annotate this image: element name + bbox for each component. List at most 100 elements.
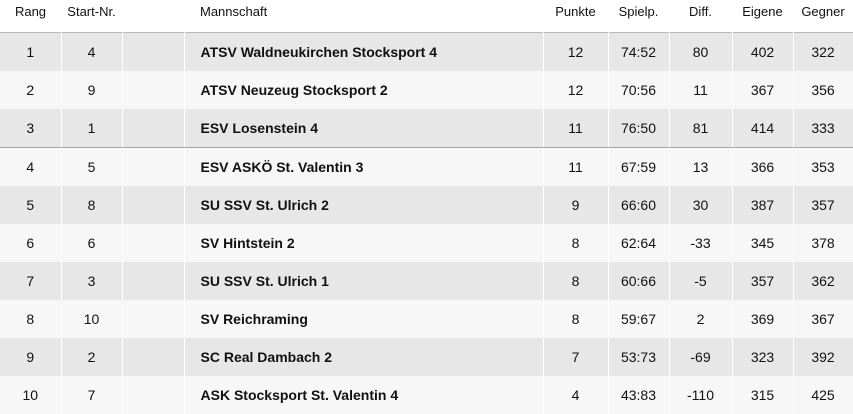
header-start-number: Start-Nr.: [67, 4, 116, 19]
cell-team: ASK Stocksport St. Valentin 4: [184, 376, 544, 414]
cell-diff: 2: [669, 300, 733, 338]
cell-spacer: [122, 186, 185, 224]
cell-own: 345: [732, 224, 794, 262]
table-row: 7 3 SU SSV St. Ulrich 1 8 60:66 -5 357 362: [0, 262, 853, 300]
cell-team: SV Reichraming: [184, 300, 544, 338]
cell-diff: 11: [669, 71, 733, 109]
cell-rank: 10: [0, 376, 62, 414]
cell-opponent: 322: [793, 32, 853, 71]
cell-start-number: 8: [61, 186, 123, 224]
cell-own: 414: [732, 109, 794, 148]
cell-spacer: [122, 300, 185, 338]
cell-diff: -5: [669, 262, 733, 300]
table-row: 2 9 ATSV Neuzeug Stocksport 2 12 70:56 11 367 3…: [0, 71, 853, 109]
cell-diff: 81: [669, 109, 733, 148]
cell-team: SU SSV St. Ulrich 1: [184, 262, 544, 300]
header-own: Eigene: [742, 4, 783, 19]
cell-rank: 3: [0, 109, 62, 148]
cell-diff: -69: [669, 338, 733, 376]
cell-games: 66:60: [608, 186, 670, 224]
cell-points: 8: [543, 224, 609, 262]
cell-spacer: [122, 376, 185, 414]
header-points: Punkte: [555, 4, 596, 19]
header-row: Rang Start-Nr. Mannschaft Punkte Spielp.…: [0, 0, 853, 33]
cell-diff: 80: [669, 32, 733, 71]
table-row: 8 10 SV Reichraming 8 59:67 2 369 367: [0, 300, 853, 338]
cell-games: 76:50: [608, 109, 670, 148]
cell-games: 60:66: [608, 262, 670, 300]
cell-points: 9: [543, 186, 609, 224]
cell-rank: 5: [0, 186, 62, 224]
cell-opponent: 362: [793, 262, 853, 300]
cell-spacer: [122, 338, 185, 376]
cell-own: 357: [732, 262, 794, 300]
cell-start-number: 5: [61, 147, 123, 186]
cell-points: 12: [543, 32, 609, 71]
cell-spacer: [122, 32, 185, 71]
table-row: 9 2 SC Real Dambach 2 7 53:73 -69 323 392: [0, 338, 853, 376]
cell-games: 67:59: [608, 147, 670, 186]
cell-diff: -110: [669, 376, 733, 414]
cell-opponent: 357: [793, 186, 853, 224]
cell-games: 53:73: [608, 338, 670, 376]
cell-points: 7: [543, 338, 609, 376]
cell-start-number: 2: [61, 338, 123, 376]
table-row: 1 4 ATSV Waldneukirchen Stocksport 4 12 74:5…: [0, 32, 853, 71]
cell-rank: 7: [0, 262, 62, 300]
cell-team: ESV Losenstein 4: [184, 109, 544, 148]
cell-spacer: [122, 224, 185, 262]
cell-start-number: 10: [61, 300, 123, 338]
cell-team: SU SSV St. Ulrich 2: [184, 186, 544, 224]
cell-spacer: [122, 147, 185, 186]
cell-spacer: [122, 109, 185, 148]
cell-own: 369: [732, 300, 794, 338]
cell-diff: 13: [669, 147, 733, 186]
header-opponent: Gegner: [801, 4, 845, 19]
header-spacer: [122, 0, 184, 33]
cell-start-number: 3: [61, 262, 123, 300]
cell-own: 387: [732, 186, 794, 224]
cell-start-number: 7: [61, 376, 123, 414]
cell-points: 11: [543, 147, 609, 186]
cell-team: ESV ASKÖ St. Valentin 3: [184, 147, 544, 186]
cell-points: 12: [543, 71, 609, 109]
cell-team: SC Real Dambach 2: [184, 338, 544, 376]
table-row: 6 6 SV Hintstein 2 8 62:64 -33 345 378: [0, 224, 853, 262]
cell-own: 323: [732, 338, 794, 376]
cell-opponent: 392: [793, 338, 853, 376]
cell-games: 70:56: [608, 71, 670, 109]
cell-team: ATSV Waldneukirchen Stocksport 4: [184, 32, 544, 71]
cell-opponent: 333: [793, 109, 853, 148]
cell-own: 367: [732, 71, 794, 109]
cell-start-number: 1: [61, 109, 123, 148]
header-games: Spielp.: [618, 4, 659, 19]
header-diff: Diff.: [689, 4, 712, 19]
table-row: 3 1 ESV Losenstein 4 11 76:50 81 414 333: [0, 109, 853, 148]
cell-start-number: 6: [61, 224, 123, 262]
cell-spacer: [122, 262, 185, 300]
cell-rank: 9: [0, 338, 62, 376]
cell-start-number: 9: [61, 71, 123, 109]
cell-points: 8: [543, 262, 609, 300]
cell-points: 4: [543, 376, 609, 414]
header-rank: Rang: [14, 4, 47, 19]
cell-opponent: 356: [793, 71, 853, 109]
cell-games: 62:64: [608, 224, 670, 262]
cell-games: 59:67: [608, 300, 670, 338]
cell-diff: -33: [669, 224, 733, 262]
cell-rank: 6: [0, 224, 62, 262]
cell-team: ATSV Neuzeug Stocksport 2: [184, 71, 544, 109]
cell-rank: 1: [0, 32, 62, 71]
header-team: Mannschaft: [200, 4, 268, 19]
cell-opponent: 353: [793, 147, 853, 186]
cell-team: SV Hintstein 2: [184, 224, 544, 262]
cell-games: 43:83: [608, 376, 670, 414]
cell-rank: 4: [0, 147, 62, 186]
cell-own: 402: [732, 32, 794, 71]
cell-spacer: [122, 71, 185, 109]
cell-games: 74:52: [608, 32, 670, 71]
cell-rank: 2: [0, 71, 62, 109]
cell-points: 8: [543, 300, 609, 338]
cell-own: 315: [732, 376, 794, 414]
